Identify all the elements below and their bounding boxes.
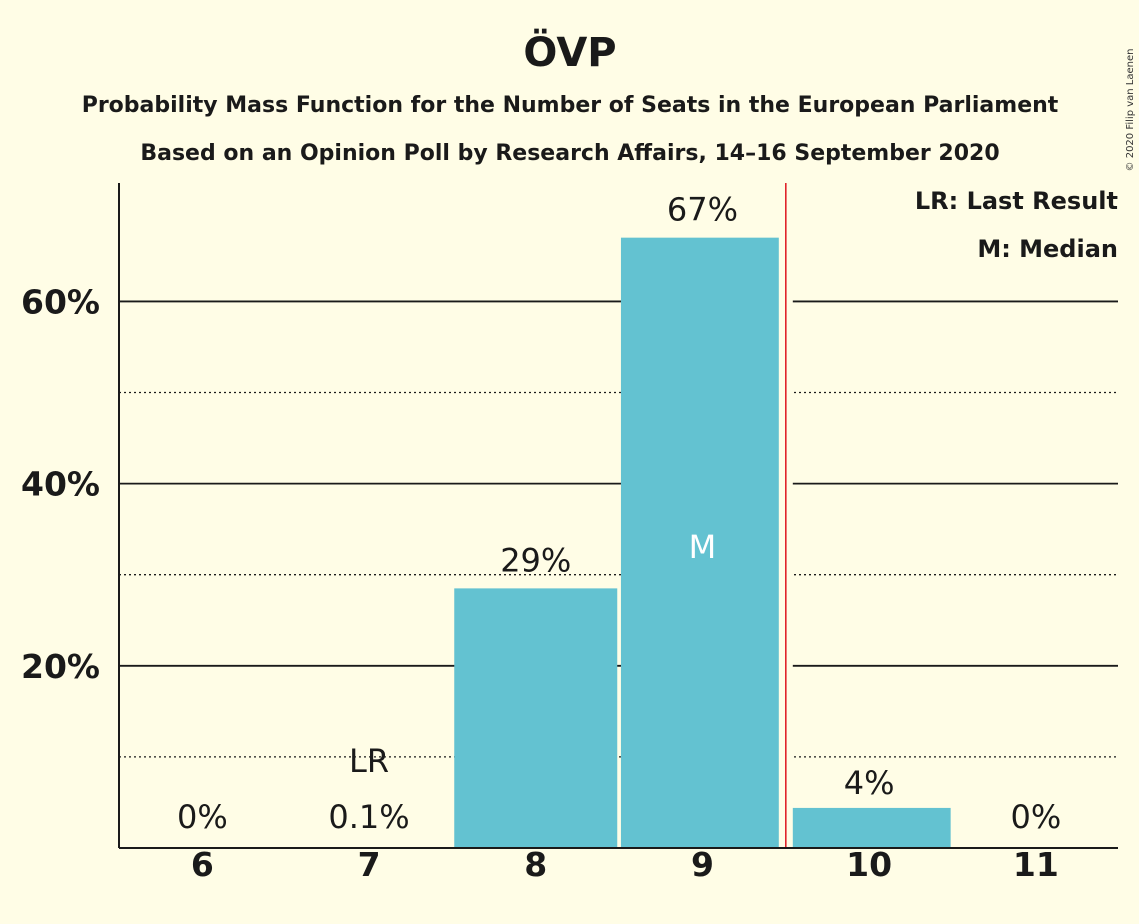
- x-tick-label: 7: [358, 845, 381, 884]
- data-labels: 6 0% 7 0.1% LR 8 29% 9 67% M 10 4% 11 0%: [177, 191, 1061, 884]
- data-label: 67%: [667, 191, 738, 229]
- x-tick-label: 10: [846, 845, 892, 884]
- data-label: 0.1%: [328, 798, 409, 836]
- chart-subtitle-line1: Probability Mass Function for the Number…: [82, 93, 1059, 118]
- legend-median: M: Median: [977, 235, 1118, 263]
- copyright-notice: © 2020 Filip van Laenen: [1125, 49, 1136, 172]
- legend-last-result: LR: Last Result: [915, 187, 1118, 215]
- data-label: 0%: [1010, 798, 1061, 836]
- bars: [454, 237, 951, 848]
- data-label: 0%: [177, 798, 228, 836]
- y-tick-label: 20%: [21, 647, 100, 686]
- x-tick-label: 9: [691, 845, 714, 884]
- y-tick-label: 40%: [21, 465, 100, 504]
- bar: [620, 237, 784, 848]
- axes: [118, 183, 1118, 849]
- x-tick-label: 6: [191, 845, 214, 884]
- data-label: 4%: [844, 764, 895, 802]
- chart-subtitle-line2: Based on an Opinion Poll by Research Aff…: [140, 141, 999, 166]
- gridlines: 20% 40% 60%: [21, 282, 1118, 758]
- bar: [787, 807, 951, 848]
- threshold-line-group: [778, 183, 793, 848]
- x-tick-label: 8: [524, 845, 547, 884]
- chart-title: ÖVP: [523, 28, 616, 76]
- data-label: 29%: [500, 541, 571, 579]
- bar: [454, 588, 618, 848]
- y-tick-label: 60%: [21, 282, 100, 321]
- x-tick-label: 11: [1013, 845, 1059, 884]
- median-marker: M: [689, 528, 717, 566]
- last-result-marker: LR: [349, 742, 389, 780]
